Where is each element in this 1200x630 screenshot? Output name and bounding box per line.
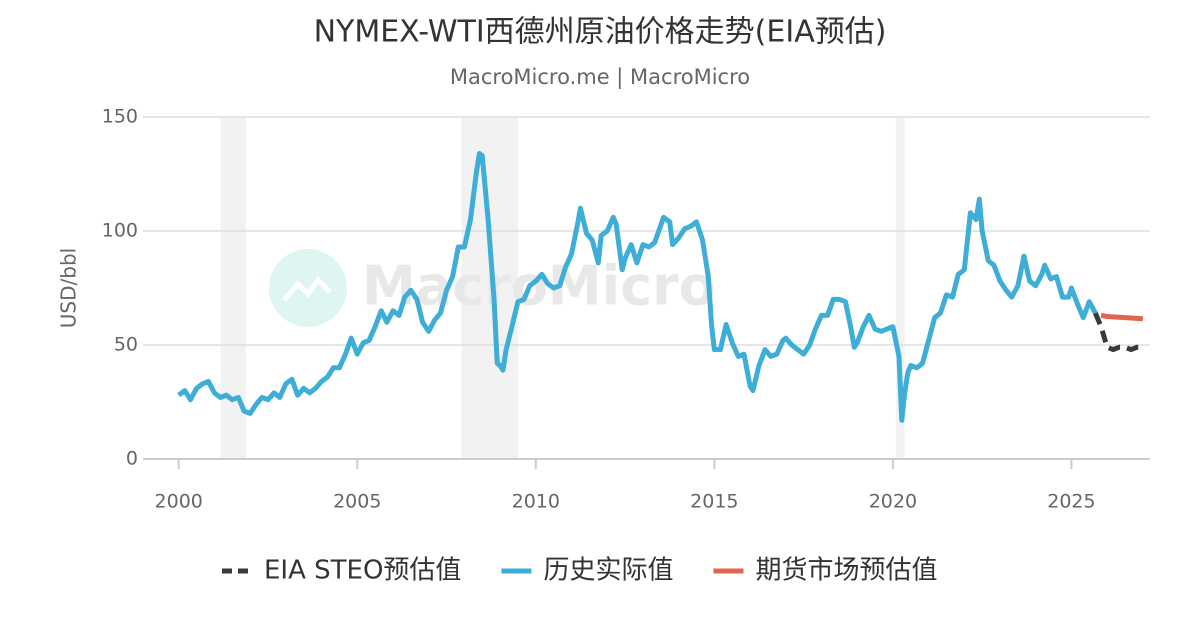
- y-tick-label: 150: [102, 106, 138, 128]
- x-tick-label: 2005: [333, 491, 381, 513]
- series-line: [177, 150, 1098, 423]
- recession-band: [461, 117, 518, 459]
- x-tick-label: 2010: [512, 491, 560, 513]
- legend-label: 历史实际值: [543, 556, 673, 586]
- y-tick-label: 50: [114, 334, 138, 356]
- watermark: MacroMicro: [362, 255, 716, 318]
- x-tick-label: 2020: [869, 491, 917, 513]
- legend-label: 期货市场预估值: [755, 556, 937, 586]
- x-tick-label: 2000: [155, 491, 203, 513]
- watermark-logo-icon: [282, 276, 332, 302]
- y-tick-label: 0: [126, 448, 138, 470]
- watermark-logo: [269, 249, 347, 327]
- chart-title: NYMEX-WTI西德州原油价格走势(EIA预估): [314, 15, 887, 50]
- y-axis-label: USD/bbl: [57, 248, 81, 328]
- recession-band: [895, 117, 905, 459]
- x-tick-label: 2025: [1047, 491, 1095, 513]
- legend-label: EIA STEO预估值: [264, 556, 461, 586]
- series-line: [1100, 312, 1144, 322]
- series-line: [1093, 312, 1143, 353]
- y-tick-label: 100: [102, 220, 138, 242]
- x-tick-label: 2015: [690, 491, 738, 513]
- chart-subtitle: MacroMicro.me | MacroMicro: [450, 65, 750, 90]
